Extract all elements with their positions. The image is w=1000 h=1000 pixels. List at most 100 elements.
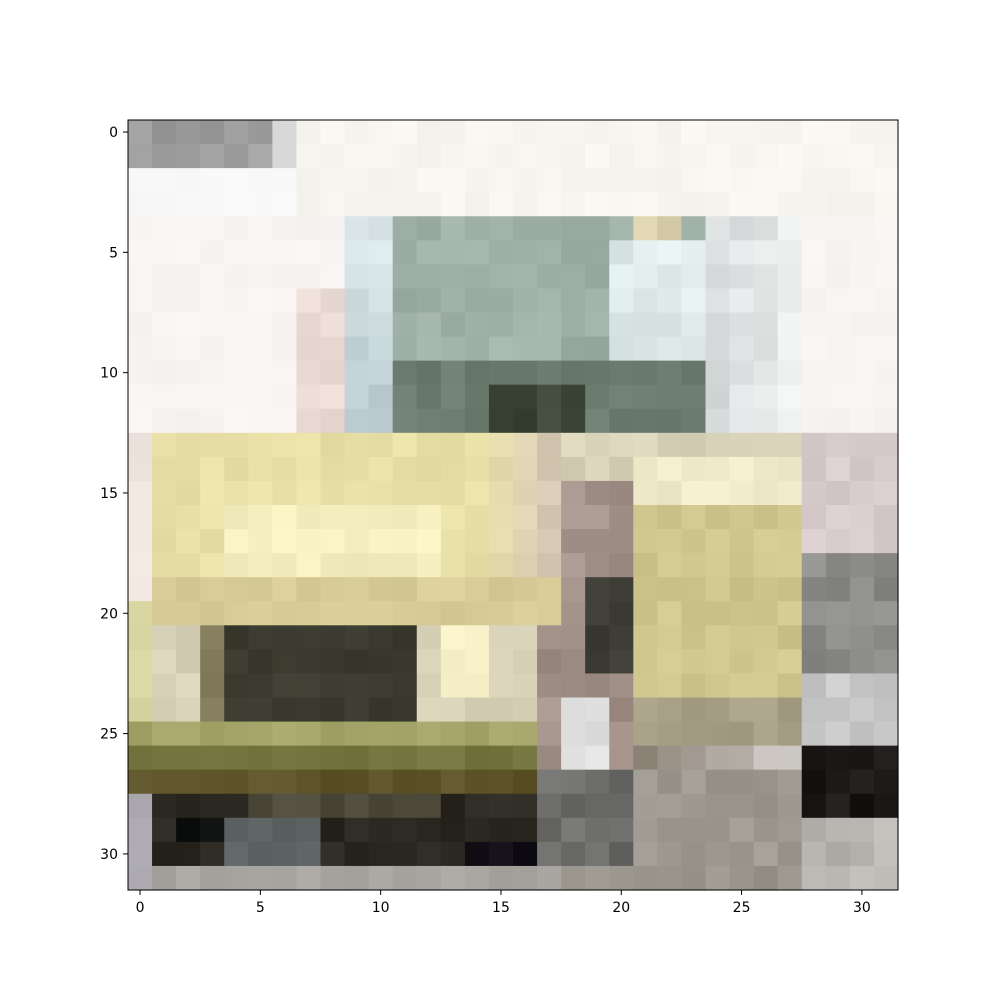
image-pixel [801, 120, 827, 145]
image-pixel [825, 336, 851, 362]
image-pixel [825, 697, 851, 723]
image-pixel [416, 721, 442, 747]
image-pixel [392, 192, 418, 217]
image-pixel [585, 745, 610, 771]
image-pixel [681, 841, 707, 867]
image-pixel [561, 144, 586, 169]
image-pixel [561, 408, 586, 434]
image-pixel [176, 721, 201, 747]
image-pixel [609, 769, 634, 795]
image-pixel [488, 817, 514, 843]
image-pixel [825, 312, 851, 338]
image-pixel [296, 312, 322, 338]
image-pixel [368, 432, 394, 458]
image-pixel [392, 408, 418, 434]
image-pixel [681, 168, 707, 193]
image-pixel [320, 384, 346, 410]
image-pixel [633, 505, 658, 530]
image-pixel [801, 264, 827, 290]
image-pixel [176, 456, 201, 482]
image-pixel [561, 432, 586, 458]
image-pixel [537, 336, 562, 362]
image-pixel [200, 480, 225, 506]
image-pixel [248, 601, 273, 626]
image-pixel [464, 288, 490, 314]
image-pixel [464, 865, 490, 891]
image-pixel [200, 625, 225, 650]
image-pixel [609, 625, 634, 650]
image-pixel [705, 505, 731, 530]
image-pixel [705, 288, 731, 314]
image-pixel [440, 769, 466, 795]
image-pixel [488, 384, 514, 410]
image-pixel [248, 240, 273, 265]
image-pixel [464, 240, 490, 265]
image-pixel [152, 216, 177, 241]
image-pixel [705, 673, 731, 699]
image-pixel [705, 841, 731, 867]
image-pixel [681, 360, 707, 386]
image-pixel [633, 625, 658, 650]
image-pixel [513, 384, 538, 410]
image-pixel [825, 144, 851, 169]
image-pixel [513, 553, 538, 578]
image-pixel [609, 360, 634, 386]
image-pixel [368, 745, 394, 771]
image-pixel [705, 384, 731, 410]
image-pixel [176, 288, 201, 314]
image-pixel [657, 216, 683, 241]
image-pixel [440, 601, 466, 626]
image-pixel [176, 216, 201, 241]
image-pixel [561, 336, 586, 362]
image-pixel [440, 745, 466, 771]
image-pixel [873, 553, 899, 578]
image-pixel [440, 721, 466, 747]
image-pixel [585, 817, 610, 843]
image-pixel [296, 120, 322, 145]
image-pixel [681, 769, 707, 795]
image-pixel [681, 216, 707, 241]
image-pixel [561, 745, 586, 771]
image-pixel [705, 120, 731, 145]
image-pixel [320, 673, 346, 699]
image-pixel [392, 817, 418, 843]
image-pixel [176, 384, 201, 410]
image-pixel [296, 625, 322, 650]
image-pixel [440, 336, 466, 362]
image-pixel [200, 865, 225, 891]
image-pixel [825, 601, 851, 626]
image-pixel [128, 144, 153, 169]
image-pixel [152, 817, 177, 843]
image-pixel [777, 336, 803, 362]
image-pixel [368, 793, 394, 819]
image-pixel [705, 817, 731, 843]
image-pixel [801, 553, 827, 578]
image-pixel [224, 120, 249, 145]
image-pixel [344, 601, 370, 626]
image-pixel [729, 120, 755, 145]
image-pixel [657, 745, 683, 771]
image-pixel [464, 817, 490, 843]
image-pixel [801, 601, 827, 626]
image-pixel [488, 793, 514, 819]
image-pixel [416, 625, 442, 650]
image-pixel [272, 312, 298, 338]
image-pixel [224, 505, 249, 530]
image-pixel [633, 216, 658, 241]
image-pixel [801, 456, 827, 482]
image-pixel [513, 480, 538, 506]
image-pixel [392, 721, 418, 747]
image-pixel [320, 721, 346, 747]
image-pixel [633, 745, 658, 771]
image-pixel [513, 817, 538, 843]
image-pixel [873, 456, 899, 482]
image-pixel [296, 841, 322, 867]
image-pixel [320, 168, 346, 193]
image-pixel [729, 865, 755, 891]
image-pixel [248, 745, 273, 771]
image-pixel [873, 168, 899, 193]
image-pixel [513, 432, 538, 458]
image-pixel [128, 264, 153, 290]
image-pixel [488, 625, 514, 650]
image-pixel [176, 769, 201, 795]
